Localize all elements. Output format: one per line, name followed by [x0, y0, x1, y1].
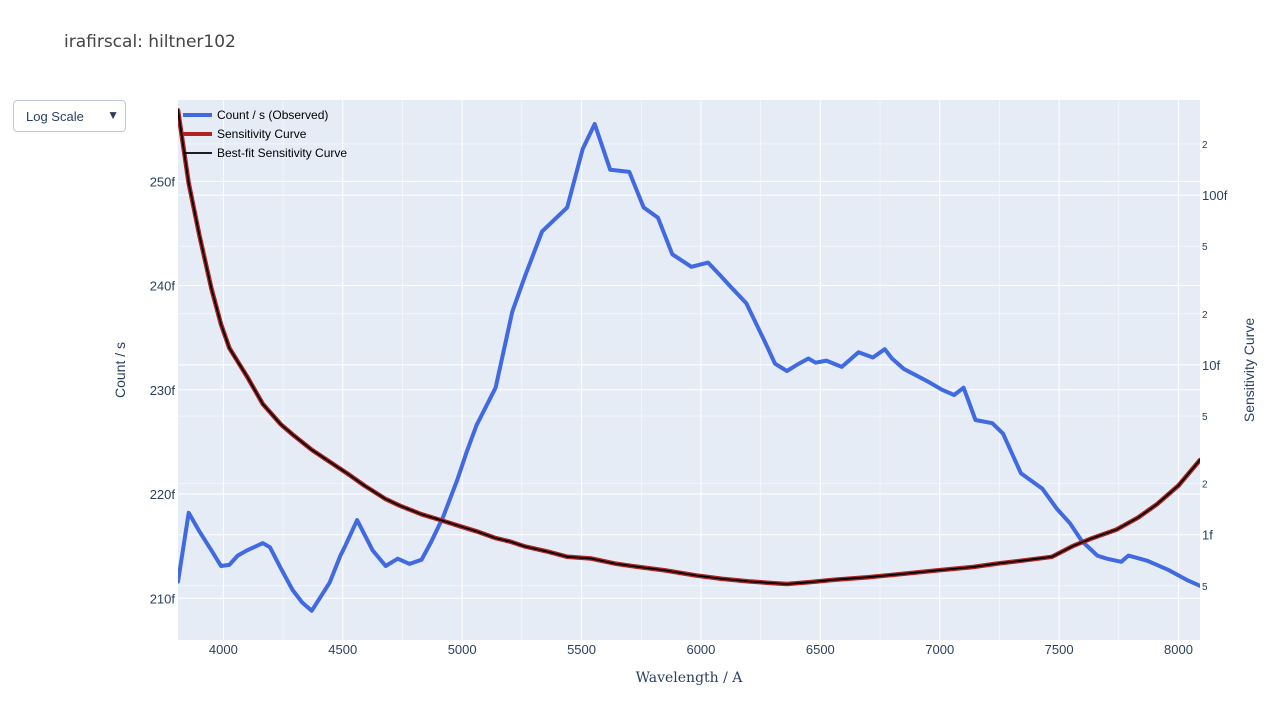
y2-tick-label: 1f — [1202, 528, 1213, 543]
x-tick-label: 6500 — [806, 642, 835, 657]
grid-lines — [178, 100, 1200, 640]
series-layer — [178, 107, 1200, 613]
scale-dropdown[interactable]: Log Scale ▼ — [13, 100, 126, 132]
legend-item[interactable]: Best-fit Sensitivity Curve — [183, 146, 347, 160]
y2-axis-ticks: 1f 10f 100f 5 2 5 2 5 2 — [1202, 140, 1228, 593]
plot-area[interactable] — [178, 100, 1200, 640]
legend-label: Sensitivity Curve — [217, 127, 307, 141]
chart-title: irafirscal: hiltner102 — [64, 32, 236, 52]
y2-minor-tick-label: 2 — [1202, 480, 1208, 491]
bestfit-series-line[interactable] — [178, 109, 1200, 585]
observed-series-line[interactable] — [178, 122, 1200, 613]
scale-dropdown-label: Log Scale — [26, 109, 84, 124]
y-tick-label: 220f — [150, 487, 176, 502]
y-tick-label: 250f — [150, 174, 176, 189]
x-tick-label: 7000 — [925, 642, 954, 657]
y2-minor-tick-label: 2 — [1202, 310, 1208, 321]
legend[interactable]: Count / s (Observed) Sensitivity Curve Bes… — [183, 108, 347, 160]
y2-minor-tick-label: 5 — [1202, 412, 1208, 423]
legend-item[interactable]: Sensitivity Curve — [183, 127, 307, 141]
x-tick-label: 4500 — [328, 642, 357, 657]
x-axis-ticks: 4000 4500 5000 5500 6000 6500 7000 7500 8000 — [209, 642, 1193, 657]
x-axis-label: Wavelength / A — [636, 670, 744, 686]
x-tick-label: 8000 — [1164, 642, 1193, 657]
x-tick-label: 6000 — [686, 642, 715, 657]
y-axis-label: Count / s — [112, 342, 128, 398]
x-tick-label: 5500 — [567, 642, 596, 657]
y2-minor-tick-label: 5 — [1202, 582, 1208, 593]
x-tick-label: 7500 — [1045, 642, 1074, 657]
y-tick-label: 230f — [150, 383, 176, 398]
x-tick-label: 4000 — [209, 642, 238, 657]
y-tick-label: 210f — [150, 591, 176, 606]
y2-tick-label: 100f — [1202, 188, 1228, 203]
legend-label: Best-fit Sensitivity Curve — [217, 146, 347, 160]
y2-axis-label: Sensitivity Curve — [1241, 318, 1257, 422]
y2-tick-label: 10f — [1202, 358, 1220, 373]
legend-label: Count / s (Observed) — [217, 108, 328, 122]
x-tick-label: 5000 — [448, 642, 477, 657]
y-axis-ticks: 210f 220f 230f 240f 250f — [150, 174, 176, 606]
y-tick-label: 240f — [150, 279, 176, 294]
y2-minor-tick-label: 2 — [1202, 140, 1208, 151]
chevron-down-icon: ▼ — [107, 108, 119, 122]
y2-minor-tick-label: 5 — [1202, 242, 1208, 253]
legend-item[interactable]: Count / s (Observed) — [183, 108, 328, 122]
